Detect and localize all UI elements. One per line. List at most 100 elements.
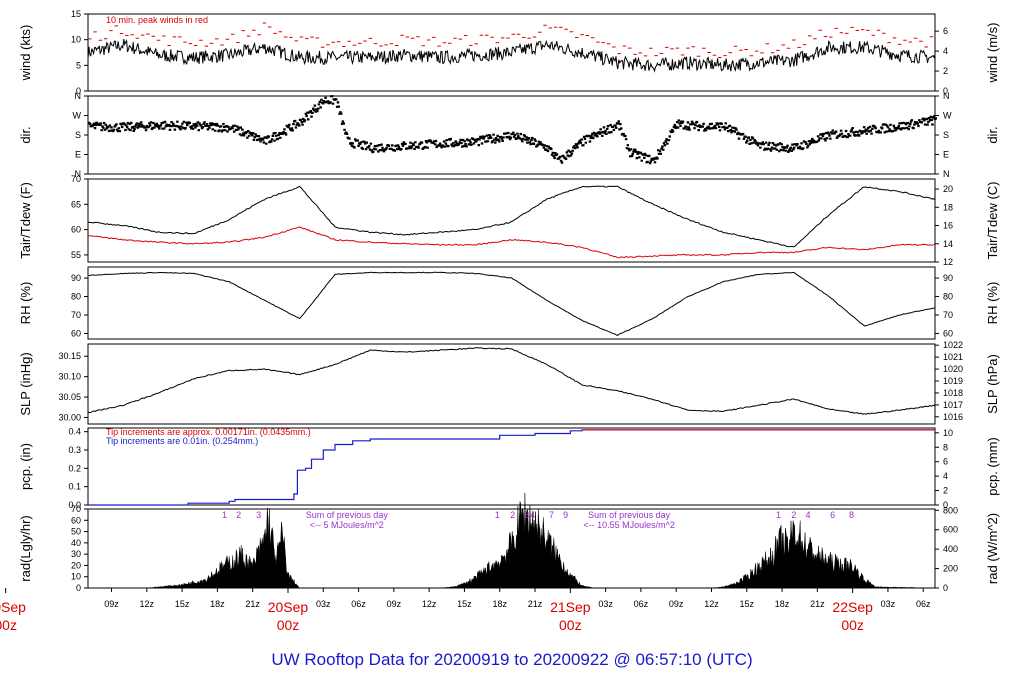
wind-peak-series <box>88 22 934 58</box>
rad-hour-mark: 4 <box>805 510 810 520</box>
rad-hour-mark: 2 <box>236 510 241 520</box>
pcp-right-tick-label: 8 <box>943 442 948 452</box>
rh-left-tick-label: 80 <box>71 292 81 302</box>
footer-title: UW Rooftop Data for 20200919 to 20200922… <box>271 650 753 669</box>
x-tick-label: 21z <box>810 599 825 609</box>
pcp-right-tick-label: 4 <box>943 471 948 481</box>
dir-left-tick-label: N <box>75 169 82 179</box>
slp-panel-frame <box>87 343 936 425</box>
slp-ylabel-right: SLP (hPa) <box>985 354 1000 414</box>
rad-hour-mark: 1 <box>776 510 781 520</box>
rad-right-tick-label: 800 <box>943 505 958 515</box>
x-tick-label: 21z <box>528 599 543 609</box>
x-day-label: 20Sep <box>268 599 309 615</box>
rad-hour-mark: 1 <box>495 510 500 520</box>
rad-right-tick-label: 200 <box>943 564 958 574</box>
slp-left-tick-label: 30.15 <box>58 351 81 361</box>
rad-series <box>88 492 935 589</box>
x-tick-label: 03z <box>316 599 331 609</box>
temp-left-tick-label: 70 <box>71 174 81 184</box>
rad-left-tick-label: 0 <box>76 583 81 593</box>
x-tick-label: 18z <box>775 599 790 609</box>
rad-left-tick-label: 50 <box>71 527 81 537</box>
rh-right-tick-label: 80 <box>943 292 953 302</box>
rad-annotation: Sum of previous day <box>588 510 671 520</box>
pcp-right-tick-label: 2 <box>943 486 948 496</box>
slp-right-tick-label: 1016 <box>943 412 963 422</box>
slp-left-tick-label: 30.00 <box>58 412 81 422</box>
dir-right-tick-label: S <box>943 130 949 140</box>
pcp-left-tick-label: 0.0 <box>68 500 81 510</box>
x-tick-label: 03z <box>598 599 613 609</box>
wind-right-tick-label: 0 <box>943 86 948 96</box>
wind-left-tick-label: 15 <box>71 9 81 19</box>
rad-left-tick-label: 20 <box>71 560 81 570</box>
x-tick-label: 09z <box>669 599 684 609</box>
temp-right-tick-label: 18 <box>943 202 953 212</box>
rh-left-tick-label: 60 <box>71 328 81 338</box>
rad-hour-mark: 1 <box>222 510 227 520</box>
rad-hour-mark: 8 <box>849 510 854 520</box>
rad-right-tick-label: 0 <box>943 583 948 593</box>
dir-left-tick-label: E <box>75 150 81 160</box>
x-tick-label: 15z <box>175 599 190 609</box>
temp-right-tick-label: 16 <box>943 221 953 231</box>
rad-annotation: <-- 5 MJoules/m^2 <box>310 520 384 530</box>
x-tick-label: 12z <box>704 599 719 609</box>
pcp-left-tick-label: 0.1 <box>68 482 81 492</box>
rh-right-tick-label: 70 <box>943 310 953 320</box>
dir-left-tick-label: W <box>73 111 82 121</box>
pcp-ylabel-right: pcp. (mm) <box>985 437 1000 496</box>
temp-right-tick-label: 14 <box>943 239 953 249</box>
pcp-right-tick-label: 10 <box>943 428 953 438</box>
wind-annotation: 10 min. peak winds in red <box>106 15 208 25</box>
x-tick-label: 12z <box>422 599 437 609</box>
dir-right-tick-label: W <box>943 111 952 121</box>
dir-right-tick-label: N <box>943 169 950 179</box>
rad-ylabel-left: rad(Lgly/hr) <box>18 515 33 581</box>
x-day-label: 21Sep <box>550 599 591 615</box>
rh-series-0 <box>88 271 936 337</box>
temp-ylabel-right: Tair/Tdew (C) <box>985 181 1000 259</box>
wind-right-tick-label: 6 <box>943 26 948 36</box>
wind-left-tick-label: 5 <box>76 60 81 70</box>
x-tick-label: 06z <box>916 599 931 609</box>
dir-ylabel-right: dir. <box>985 126 1000 143</box>
rad-hour-mark: 2 <box>510 510 515 520</box>
rh-ylabel-right: RH (%) <box>985 282 1000 325</box>
wind-right-tick-label: 4 <box>943 46 948 56</box>
rad-hour-mark: 9 <box>563 510 568 520</box>
rad-ylabel-right: rad (W/m^2) <box>985 513 1000 584</box>
slp-right-tick-label: 1022 <box>943 340 963 350</box>
wind-series-0 <box>87 39 936 73</box>
rad-left-tick-label: 40 <box>71 538 81 548</box>
rh-right-tick-label: 60 <box>943 328 953 338</box>
wind-ylabel-left: wind (kts) <box>18 25 33 82</box>
x-tick-label: 06z <box>351 599 366 609</box>
dir-ylabel-left: dir. <box>18 126 33 143</box>
rad-hour-mark: 3 <box>524 510 529 520</box>
rad-left-tick-label: 10 <box>71 572 81 582</box>
x-day-label: 20Sep <box>0 599 26 615</box>
slp-series-0 <box>87 347 936 415</box>
temp-left-tick-label: 65 <box>71 199 81 209</box>
x-tick-label: 18z <box>210 599 225 609</box>
x-tick-label: 09z <box>104 599 119 609</box>
slp-left-tick-label: 30.05 <box>58 392 81 402</box>
x-day-time: 00z <box>0 617 17 633</box>
rh-left-tick-label: 70 <box>71 310 81 320</box>
x-day-time: 00z <box>841 617 864 633</box>
x-tick-label: 15z <box>740 599 755 609</box>
rad-hour-mark: 6 <box>830 510 835 520</box>
pcp-legend-1: Tip increments are 0.01in. (0.254mm.) <box>106 436 258 446</box>
dir-right-tick-label: N <box>943 91 950 101</box>
rh-right-tick-label: 90 <box>943 273 953 283</box>
wind-right-tick-label: 2 <box>943 66 948 76</box>
temp-left-tick-label: 60 <box>71 225 81 235</box>
slp-right-tick-label: 1017 <box>943 400 963 410</box>
slp-right-tick-label: 1021 <box>943 352 963 362</box>
pcp-right-tick-label: 0 <box>943 500 948 510</box>
x-tick-label: 09z <box>387 599 402 609</box>
dir-left-tick-label: N <box>75 91 82 101</box>
